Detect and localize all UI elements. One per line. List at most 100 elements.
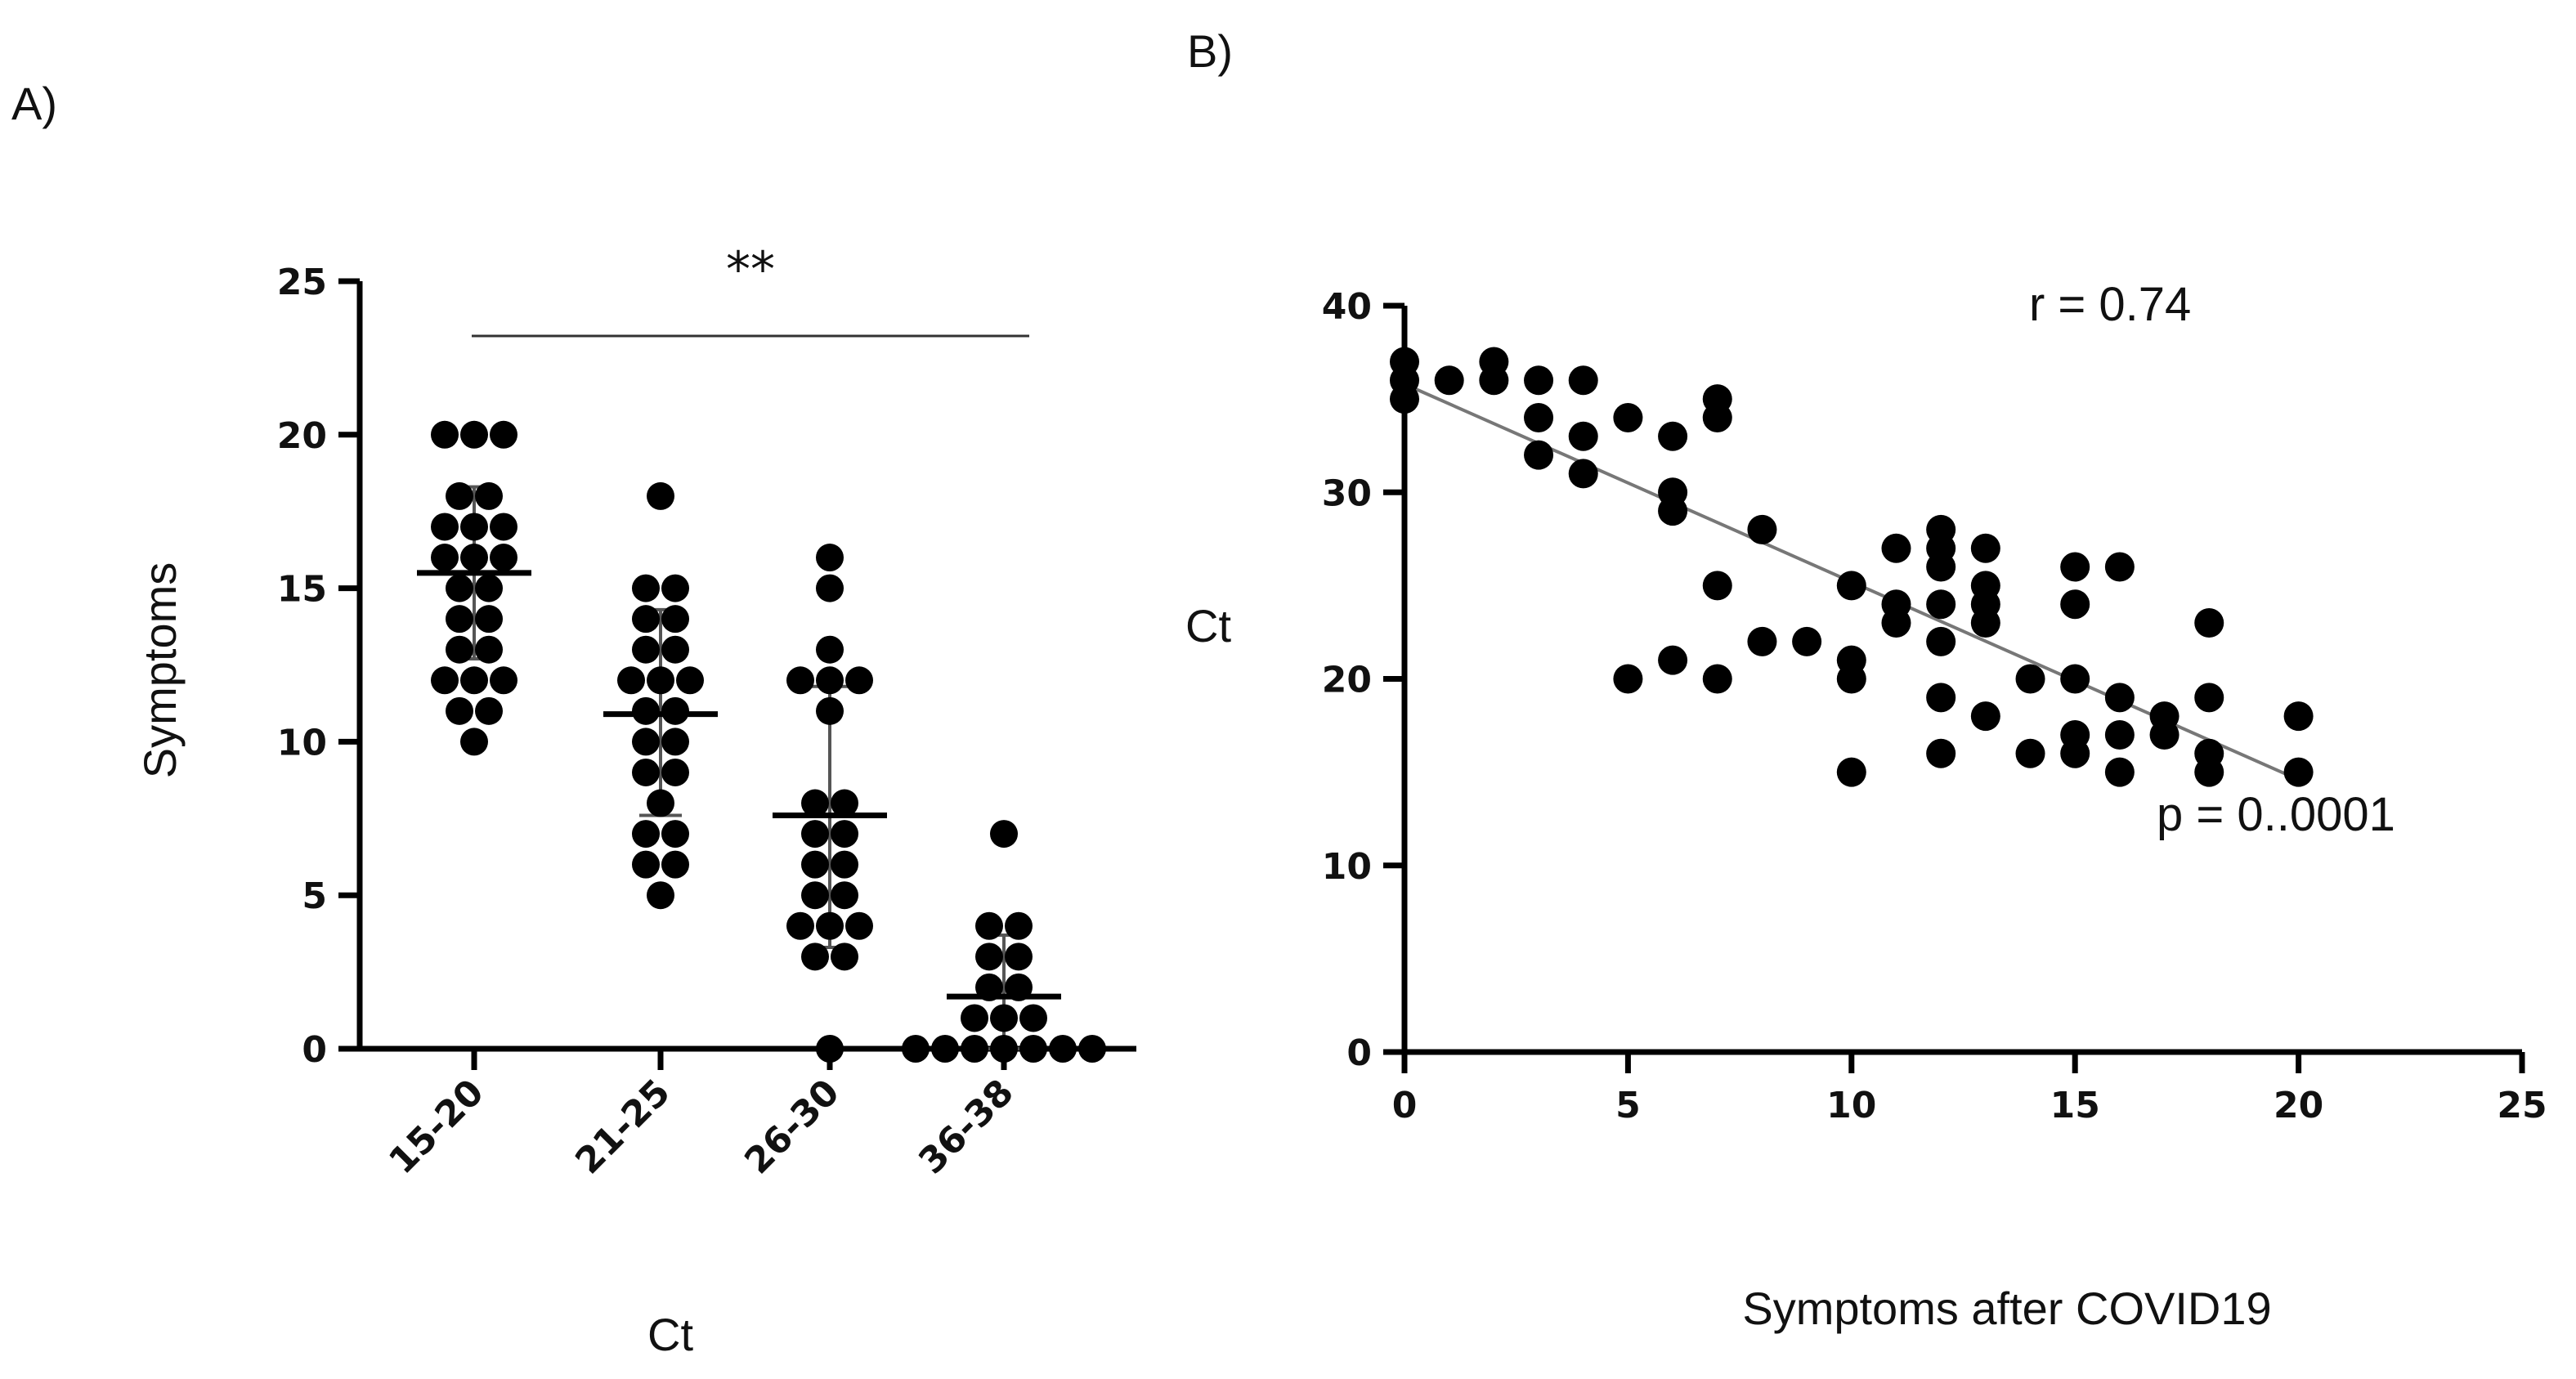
data-point <box>1836 571 1866 601</box>
data-point <box>661 758 689 786</box>
data-point <box>661 574 689 602</box>
data-point <box>661 728 689 756</box>
data-point <box>632 635 660 664</box>
data-point <box>647 881 674 910</box>
data-point <box>1881 533 1911 563</box>
data-point <box>661 605 689 634</box>
data-point <box>1568 421 1598 451</box>
data-point <box>475 635 503 664</box>
data-point <box>816 911 844 940</box>
data-point <box>431 420 459 449</box>
data-point <box>460 420 488 449</box>
chart-b-y-tick-label: 0 <box>1346 1032 1372 1074</box>
chart-b-points <box>1390 347 2314 787</box>
data-point <box>801 820 829 848</box>
data-point <box>990 1035 1018 1063</box>
chart-a-y-tick-label: 20 <box>277 415 327 457</box>
data-point <box>490 420 517 449</box>
data-point <box>475 574 503 602</box>
data-point <box>446 635 473 664</box>
chart-b-y-tick-label: 20 <box>1322 660 1372 701</box>
data-point <box>1005 942 1033 971</box>
data-point <box>2194 683 2224 713</box>
chart-a-y-tick-label: 10 <box>277 722 327 763</box>
chart-a-y-label: Symptoms <box>134 562 186 779</box>
data-point <box>1390 384 1419 414</box>
data-point <box>831 820 858 848</box>
data-point <box>647 789 674 817</box>
data-point <box>1524 365 1554 396</box>
data-point <box>990 1004 1018 1032</box>
chart-b-x-tick-label: 5 <box>1615 1085 1641 1126</box>
data-point <box>1747 626 1777 656</box>
data-point <box>801 942 829 971</box>
data-point <box>661 635 689 664</box>
data-point <box>1881 608 1911 638</box>
data-point <box>1836 757 1866 787</box>
data-point <box>431 544 459 572</box>
data-point <box>831 850 858 879</box>
data-point <box>2194 757 2224 787</box>
data-point <box>446 696 473 725</box>
significance-label: ** <box>726 241 775 298</box>
data-point <box>676 666 704 695</box>
data-point <box>661 820 689 848</box>
chart-a-y-ticks: 0 5 10 15 20 25 <box>277 262 360 1071</box>
data-point <box>816 544 844 572</box>
chart-a-x-tick-label: 15-20 <box>381 1072 492 1183</box>
data-point <box>801 850 829 879</box>
chart-b-y-ticks: 0 10 20 30 40 <box>1322 286 1404 1074</box>
data-point <box>475 696 503 725</box>
data-point <box>1702 402 1732 432</box>
data-point <box>475 481 503 510</box>
data-point <box>632 696 660 725</box>
data-point <box>1613 402 1643 432</box>
data-point <box>1434 365 1464 396</box>
data-point <box>2015 664 2045 694</box>
panel-b-label: B) <box>1187 25 1233 77</box>
chart-a-x-categories: 15-20 21-25 26-30 36-38 <box>381 1049 1022 1182</box>
data-point <box>446 605 473 634</box>
data-point <box>490 544 517 572</box>
data-point <box>1658 496 1688 526</box>
data-point <box>1792 626 1822 656</box>
data-point <box>975 911 1003 940</box>
data-point <box>1658 645 1688 675</box>
data-point <box>2194 608 2224 638</box>
data-point <box>632 758 660 786</box>
data-point <box>2060 664 2090 694</box>
chart-a-y-tick-label: 0 <box>302 1029 327 1071</box>
chart-a-x-label: Ct <box>647 1309 693 1360</box>
chart-b-x-label: Symptoms after COVID19 <box>1742 1283 2271 1334</box>
data-point <box>1078 1035 1106 1063</box>
data-point <box>1479 365 1509 396</box>
data-point <box>661 696 689 725</box>
chart-b-x-ticks: 0 5 10 15 20 25 <box>1392 1052 2547 1126</box>
data-point <box>661 850 689 879</box>
data-point <box>2060 552 2090 582</box>
data-point <box>801 789 829 817</box>
data-point <box>460 544 488 572</box>
data-point <box>632 605 660 634</box>
data-point <box>845 911 873 940</box>
data-point <box>801 881 829 910</box>
data-point <box>632 820 660 848</box>
data-point <box>1019 1035 1047 1063</box>
data-point <box>2104 757 2135 787</box>
data-point <box>1970 701 2000 732</box>
chart-a-x-tick-label: 36-38 <box>911 1072 1022 1183</box>
chart-a-y-tick-label: 25 <box>277 262 327 303</box>
chart-a-x-tick-label: 21-25 <box>567 1072 679 1183</box>
r-value-label: r = 0.74 <box>2029 278 2191 331</box>
data-point <box>2104 552 2135 582</box>
chart-b-x-tick-label: 10 <box>1826 1085 1876 1126</box>
data-point <box>1019 1004 1047 1032</box>
data-point <box>632 574 660 602</box>
data-point <box>460 728 488 756</box>
data-point <box>1702 664 1732 694</box>
data-point <box>2060 738 2090 768</box>
data-point <box>1926 738 1956 768</box>
chart-b-y-tick-label: 40 <box>1322 286 1372 328</box>
data-point <box>2104 683 2135 713</box>
